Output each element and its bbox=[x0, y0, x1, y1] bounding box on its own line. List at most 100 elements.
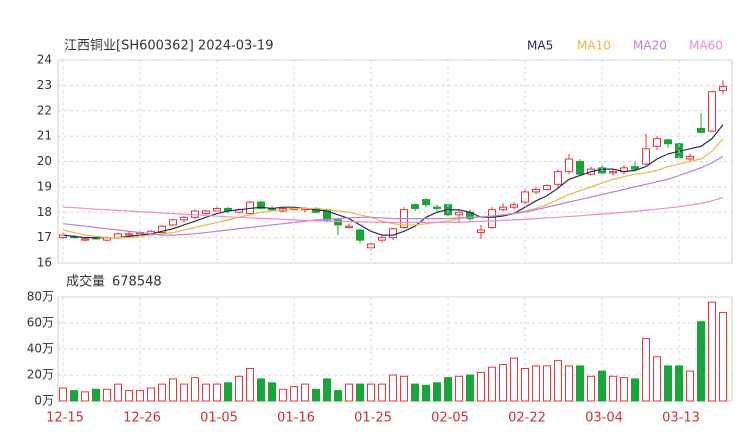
chart-title: 江西铜业[SH600362] 2024-03-19 bbox=[64, 39, 273, 54]
x-tick-label: 02-05 bbox=[431, 411, 469, 426]
candle-body bbox=[554, 171, 562, 185]
volume-bar bbox=[103, 388, 111, 402]
x-tick-label: 02-22 bbox=[508, 411, 546, 426]
volume-bar bbox=[510, 357, 518, 402]
volume-bar bbox=[642, 338, 650, 402]
volume-bar bbox=[609, 375, 617, 402]
candle-body bbox=[521, 191, 529, 203]
volume-bar bbox=[92, 388, 100, 402]
candle-body bbox=[477, 229, 485, 234]
x-tick-label: 01-16 bbox=[277, 411, 315, 426]
legend-label: MA20 bbox=[633, 39, 667, 53]
volume-bar bbox=[576, 365, 584, 402]
volume-bar bbox=[114, 383, 122, 402]
volume-bar bbox=[268, 382, 276, 402]
volume-title: 成交量 bbox=[66, 274, 105, 290]
volume-bar bbox=[147, 387, 155, 402]
volume-latest: 678548 bbox=[112, 275, 162, 290]
candle-body bbox=[334, 219, 342, 226]
volume-bar bbox=[345, 383, 353, 402]
candle-body bbox=[169, 219, 177, 226]
x-tick-label: 01-25 bbox=[354, 411, 392, 426]
candle-body bbox=[422, 199, 430, 206]
volume-bar bbox=[279, 388, 287, 402]
volume-bar bbox=[587, 375, 595, 402]
y-tick-label: 23 bbox=[37, 78, 52, 92]
y-tick-label: 20万 bbox=[27, 368, 54, 382]
volume-bar bbox=[70, 390, 78, 402]
volume-bar bbox=[444, 377, 452, 402]
candle-body bbox=[488, 209, 496, 228]
volume-bar bbox=[158, 383, 166, 402]
candle-body bbox=[125, 233, 133, 236]
y-tick-label: 20 bbox=[37, 154, 52, 168]
volume-bar bbox=[224, 382, 232, 402]
candle-body bbox=[411, 204, 419, 209]
candle-body bbox=[532, 188, 540, 193]
y-tick-label: 18 bbox=[37, 205, 52, 219]
x-tick-label: 01-05 bbox=[200, 411, 238, 426]
volume-bar bbox=[180, 383, 188, 402]
candle-body bbox=[180, 216, 188, 221]
y-tick-label: 17 bbox=[37, 230, 52, 244]
candle-body bbox=[389, 228, 397, 239]
volume-bar bbox=[532, 365, 540, 402]
candle-body bbox=[719, 86, 727, 91]
volume-bar bbox=[620, 377, 628, 402]
y-tick-label: 16 bbox=[37, 256, 52, 270]
legend-label: MA5 bbox=[527, 39, 553, 53]
candle-body bbox=[499, 206, 507, 211]
candle-body bbox=[378, 237, 386, 241]
volume-bar bbox=[719, 312, 727, 402]
candle-body bbox=[543, 185, 551, 190]
ma-line bbox=[62, 124, 724, 239]
y-tick-label: 0万 bbox=[34, 394, 54, 408]
volume-bar bbox=[312, 388, 320, 402]
volume-bar bbox=[433, 382, 441, 402]
candle-body bbox=[158, 225, 166, 234]
volume-bar bbox=[334, 390, 342, 402]
volume-bar bbox=[653, 356, 661, 402]
volume-bar bbox=[400, 375, 408, 402]
x-tick-label: 03-13 bbox=[662, 411, 700, 426]
volume-bar bbox=[323, 378, 331, 402]
y-tick-label: 80万 bbox=[27, 290, 54, 304]
volume-bar bbox=[598, 370, 606, 402]
volume-bar bbox=[301, 383, 309, 402]
volume-bar bbox=[697, 321, 705, 402]
volume-bar bbox=[455, 375, 463, 402]
candle-body bbox=[609, 171, 617, 174]
volume-bar bbox=[235, 375, 243, 402]
volume-bar bbox=[488, 366, 496, 402]
volume-bar bbox=[554, 360, 562, 402]
candle-body bbox=[356, 229, 364, 241]
ma-line bbox=[62, 138, 724, 239]
volume-bar bbox=[378, 383, 386, 402]
volume-bar bbox=[191, 377, 199, 402]
volume-bar bbox=[664, 365, 672, 402]
candle-body bbox=[642, 148, 650, 165]
x-tick-label: 12-26 bbox=[123, 411, 161, 426]
candle-body bbox=[708, 91, 716, 132]
volume-bar bbox=[246, 368, 254, 402]
volume-bar bbox=[59, 387, 67, 402]
x-tick-label: 03-04 bbox=[585, 411, 623, 426]
volume-bar bbox=[125, 390, 133, 402]
volume-bar bbox=[290, 386, 298, 402]
volume-bar bbox=[422, 384, 430, 402]
legend-label: MA60 bbox=[689, 39, 723, 53]
volume-bar bbox=[631, 378, 639, 402]
volume-bar bbox=[543, 365, 551, 402]
candle-body bbox=[433, 206, 441, 209]
legend-label: MA10 bbox=[577, 39, 611, 53]
volume-bar bbox=[367, 383, 375, 402]
ma-line bbox=[62, 155, 724, 236]
ma-line bbox=[62, 196, 724, 223]
volume-bar bbox=[565, 365, 573, 402]
candle-body bbox=[697, 128, 705, 133]
volume-bar bbox=[675, 365, 683, 402]
y-tick-label: 24 bbox=[37, 53, 52, 67]
volume-bar bbox=[499, 364, 507, 402]
